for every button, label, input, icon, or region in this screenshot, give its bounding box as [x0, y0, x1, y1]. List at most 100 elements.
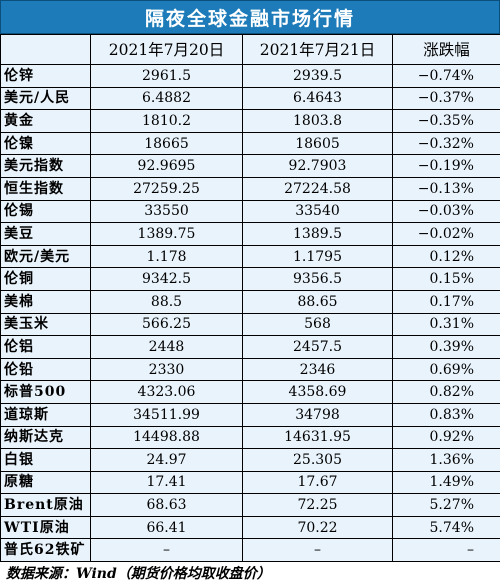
table-row: 伦铅 2330 2346 0.69%	[0, 357, 500, 382]
row-value-date-2: 568	[242, 312, 393, 337]
row-name: 道琼斯	[0, 402, 91, 427]
row-value-date-1: 34511.99	[90, 402, 243, 427]
row-change: 0.31%	[392, 312, 500, 337]
table-row: 道琼斯 34511.99 34798 0.83%	[0, 402, 500, 427]
row-value-date-2: 1389.5	[242, 222, 393, 246]
row-name: 欧元/美元	[0, 244, 91, 269]
row-value-date-1: 66.41	[90, 515, 243, 540]
row-value-date-2: –	[242, 538, 393, 563]
table-row: 白银 24.97 25.305 1.36%	[0, 448, 500, 472]
row-name: 伦锌	[0, 64, 91, 88]
row-change: −0.19%	[392, 154, 500, 178]
row-value-date-1: 18665	[90, 131, 243, 156]
row-name: 美棉	[0, 289, 91, 314]
row-value-date-2: 1803.8	[242, 109, 393, 133]
row-change: 0.83%	[392, 402, 500, 427]
table-row: WTI原油 66.41 70.22 5.74%	[0, 515, 500, 540]
row-name: 普氏62铁矿	[0, 538, 91, 563]
table-row: 普氏62铁矿 – – –	[0, 538, 500, 563]
row-change: −0.03%	[392, 199, 500, 224]
row-name: 黄金	[0, 109, 91, 133]
row-value-date-2: 92.7903	[242, 154, 393, 178]
row-name: 美玉米	[0, 312, 91, 337]
row-name: 原糖	[0, 470, 91, 495]
row-change: 0.15%	[392, 267, 500, 291]
row-value-date-2: 4358.69	[242, 380, 393, 404]
row-name: 标普500	[0, 380, 91, 404]
table-header-row: 2021年7月20日 2021年7月21日 涨跌幅	[0, 34, 500, 65]
table-row: 美豆 1389.75 1389.5 −0.02%	[0, 222, 500, 246]
row-change: −0.32%	[392, 131, 500, 156]
row-change: −0.74%	[392, 64, 500, 88]
table-row: 伦锌 2961.5 2939.5 −0.74%	[0, 64, 500, 88]
row-change: 0.82%	[392, 380, 500, 404]
table-row: 伦铜 9342.5 9356.5 0.15%	[0, 267, 500, 291]
row-value-date-1: 1389.75	[90, 222, 243, 246]
row-value-date-2: 2457.5	[242, 335, 393, 359]
row-value-date-2: 33540	[242, 199, 393, 224]
table-row: 恒生指数 27259.25 27224.58 −0.13%	[0, 176, 500, 201]
table-row: Brent原油 68.63 72.25 5.27%	[0, 493, 500, 517]
row-value-date-2: 27224.58	[242, 176, 393, 201]
table-row: 欧元/美元 1.178 1.1795 0.12%	[0, 244, 500, 269]
row-value-date-2: 25.305	[242, 448, 393, 472]
row-change: −0.13%	[392, 176, 500, 201]
row-value-date-2: 9356.5	[242, 267, 393, 291]
row-name: 美豆	[0, 222, 91, 246]
row-value-date-1: 2448	[90, 335, 243, 359]
row-name: 白银	[0, 448, 91, 472]
row-change: 5.27%	[392, 493, 500, 517]
table-row: 美元/人民 6.4882 6.4643 −0.37%	[0, 86, 500, 111]
header-name	[0, 34, 91, 65]
table-row: 伦锡 33550 33540 −0.03%	[0, 199, 500, 224]
row-change: 1.49%	[392, 470, 500, 495]
row-name: 美元指数	[0, 154, 91, 178]
row-value-date-2: 72.25	[242, 493, 393, 517]
row-name: 纳斯达克	[0, 425, 91, 450]
row-change: 5.74%	[392, 515, 500, 540]
row-value-date-1: –	[90, 538, 243, 563]
row-change: 1.36%	[392, 448, 500, 472]
row-name: 美元/人民	[0, 86, 91, 111]
row-value-date-1: 92.9695	[90, 154, 243, 178]
row-value-date-1: 2961.5	[90, 64, 243, 88]
row-value-date-2: 2346	[242, 357, 393, 382]
row-name: 伦铝	[0, 335, 91, 359]
row-name: 伦铜	[0, 267, 91, 291]
row-value-date-2: 2939.5	[242, 64, 393, 88]
table-body: 伦锌 2961.5 2939.5 −0.74% 美元/人民 6.4882 6.4643 −0.…	[0, 64, 500, 563]
table-row: 纳斯达克 14498.88 14631.95 0.92%	[0, 425, 500, 450]
row-value-date-1: 33550	[90, 199, 243, 224]
row-change: 0.69%	[392, 357, 500, 382]
row-value-date-1: 1810.2	[90, 109, 243, 133]
row-name: 伦铅	[0, 357, 91, 382]
page-title: 隔夜全球金融市场行情	[0, 0, 500, 34]
row-name: 恒生指数	[0, 176, 91, 201]
row-value-date-1: 4323.06	[90, 380, 243, 404]
row-name: 伦锡	[0, 199, 91, 224]
row-name: Brent原油	[0, 493, 91, 517]
table-row: 美棉 88.5 88.65 0.17%	[0, 289, 500, 314]
row-value-date-1: 68.63	[90, 493, 243, 517]
row-value-date-1: 88.5	[90, 289, 243, 314]
row-value-date-1: 1.178	[90, 244, 243, 269]
row-change: −0.35%	[392, 109, 500, 133]
row-value-date-2: 1.1795	[242, 244, 393, 269]
row-change: 0.12%	[392, 244, 500, 269]
table-row: 美玉米 566.25 568 0.31%	[0, 312, 500, 337]
table-row: 伦铝 2448 2457.5 0.39%	[0, 335, 500, 359]
row-value-date-2: 17.67	[242, 470, 393, 495]
row-value-date-1: 9342.5	[90, 267, 243, 291]
row-value-date-2: 88.65	[242, 289, 393, 314]
row-change: 0.17%	[392, 289, 500, 314]
header-change: 涨跌幅	[392, 34, 500, 65]
row-value-date-2: 6.4643	[242, 86, 393, 111]
row-value-date-1: 27259.25	[90, 176, 243, 201]
row-value-date-1: 14498.88	[90, 425, 243, 450]
source-footnote: 数据来源：Wind（期货价格均取收盘价）	[0, 562, 500, 585]
row-change: –	[392, 538, 500, 563]
header-date-2: 2021年7月21日	[242, 34, 393, 65]
row-value-date-1: 24.97	[90, 448, 243, 472]
market-table: 2021年7月20日 2021年7月21日 涨跌幅 伦锌 2961.5 2939.5…	[0, 34, 500, 563]
